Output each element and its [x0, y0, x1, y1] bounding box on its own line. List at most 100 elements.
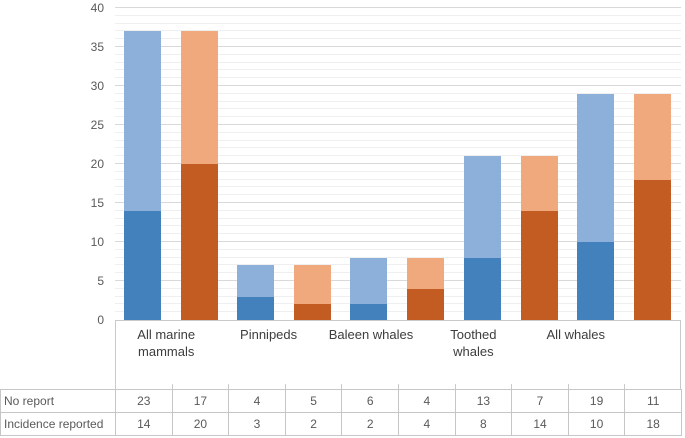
- bar-segment-no-report: [124, 31, 161, 211]
- major-gridline: [115, 7, 681, 8]
- minor-gridline: [115, 108, 681, 110]
- category-label-text: Pinnipeds: [240, 327, 298, 342]
- minor-gridline: [115, 194, 681, 196]
- plot-area: [115, 7, 681, 321]
- y-axis-tick-label: 25: [90, 118, 104, 132]
- table-column-tick: [455, 384, 456, 389]
- minor-gridline: [115, 77, 681, 79]
- minor-gridline: [115, 303, 681, 305]
- table-value-cell: 7: [512, 390, 569, 413]
- minor-gridline: [115, 14, 681, 16]
- bar-segment-no-report: [237, 265, 275, 297]
- axis-table-connector-line: [680, 320, 681, 389]
- y-axis-tick-label: 30: [90, 79, 104, 93]
- minor-gridline: [115, 287, 681, 289]
- data-table: No report 23 17 4 5 6 4 13 7 19 11 Incidence report…: [0, 389, 682, 436]
- table-value-cell: 4: [229, 390, 286, 413]
- y-axis-tick-label: 0: [97, 313, 104, 327]
- bar-segment-no-report: [463, 156, 501, 258]
- major-gridline: [115, 202, 681, 203]
- y-axis-tick-label: 35: [90, 40, 104, 54]
- bar-segment-incidence-reported: [576, 242, 614, 320]
- table-value-cell: 13: [455, 390, 513, 413]
- minor-gridline: [115, 233, 681, 235]
- minor-gridline: [115, 92, 681, 94]
- minor-gridline: [115, 170, 681, 172]
- bar-segment-no-report: [181, 31, 218, 164]
- major-gridline: [115, 241, 681, 242]
- table-value-cell: 17: [172, 390, 230, 413]
- bar-segment-no-report: [407, 257, 445, 289]
- minor-gridline: [115, 147, 681, 149]
- bar-segment-no-report: [633, 93, 671, 180]
- bar-segment-incidence-reported: [124, 210, 161, 320]
- table-value-cell: 4: [398, 413, 456, 436]
- minor-gridline: [115, 30, 681, 32]
- minor-gridline: [115, 61, 681, 63]
- minor-gridline: [115, 225, 681, 227]
- major-gridline: [115, 163, 681, 164]
- minor-gridline: [115, 295, 681, 297]
- major-gridline: [115, 46, 681, 47]
- minor-gridline: [115, 22, 681, 24]
- table-value-cell: 18: [625, 413, 682, 436]
- y-axis-tick-label: 5: [97, 274, 104, 288]
- minor-gridline: [115, 69, 681, 71]
- y-axis-tick-label: 15: [90, 196, 104, 210]
- major-gridline: [115, 85, 681, 86]
- y-axis-tick-label: 20: [90, 157, 104, 171]
- table-column-tick: [568, 384, 569, 389]
- minor-gridline: [115, 38, 681, 40]
- category-label-text: All whales: [546, 327, 606, 342]
- table-column-tick: [511, 384, 512, 389]
- category-label: All marine mammals: [115, 326, 217, 360]
- table-value-cell: 14: [116, 413, 173, 436]
- minor-gridline: [115, 116, 681, 118]
- minor-gridline: [115, 178, 681, 180]
- table-value-cell: 23: [116, 390, 173, 413]
- bar-segment-incidence-reported: [237, 296, 275, 320]
- category-label: All whales: [525, 326, 627, 343]
- bar-segment-incidence-reported: [520, 210, 558, 320]
- category-label: Baleen whales: [320, 326, 422, 343]
- y-axis-tick-label: 40: [90, 1, 104, 15]
- minor-gridline: [115, 100, 681, 102]
- table-value-cell: 10: [568, 413, 626, 436]
- bar-segment-incidence-reported: [181, 164, 218, 320]
- table-value-cell: 2: [285, 413, 343, 436]
- axis-table-connector-line: [115, 320, 116, 389]
- table-value-cell: 14: [512, 413, 569, 436]
- minor-gridline: [115, 311, 681, 313]
- bar-segment-incidence-reported: [407, 288, 445, 320]
- minor-gridline: [115, 264, 681, 266]
- table-column-tick: [341, 384, 342, 389]
- major-gridline: [115, 280, 681, 281]
- bar-segment-no-report: [294, 265, 332, 305]
- table-value-cell: 2: [342, 413, 399, 436]
- bar-segment-no-report: [576, 93, 614, 242]
- bar-segment-no-report: [350, 257, 388, 305]
- minor-gridline: [115, 209, 681, 211]
- table-value-cell: 19: [568, 390, 626, 413]
- category-label-text: Toothed whales: [450, 327, 497, 359]
- bar-segment-incidence-reported: [463, 257, 501, 320]
- table-value-cell: 4: [398, 390, 456, 413]
- minor-gridline: [115, 139, 681, 141]
- category-label: Pinnipeds: [217, 326, 319, 343]
- table-value-cell: 20: [172, 413, 230, 436]
- bar-segment-incidence-reported: [633, 179, 671, 320]
- table-value-cell: 11: [625, 390, 682, 413]
- category-label-text: All marine mammals: [137, 327, 196, 359]
- minor-gridline: [115, 131, 681, 133]
- table-column-tick: [398, 384, 399, 389]
- table-row-label: Incidence reported: [1, 413, 116, 436]
- category-label: Toothed whales: [422, 326, 524, 360]
- major-gridline: [115, 124, 681, 125]
- minor-gridline: [115, 272, 681, 274]
- table-value-cell: 6: [342, 390, 399, 413]
- minor-gridline: [115, 217, 681, 219]
- table-row-label: No report: [1, 390, 116, 413]
- minor-gridline: [115, 186, 681, 188]
- y-axis-tick-label: 10: [90, 235, 104, 249]
